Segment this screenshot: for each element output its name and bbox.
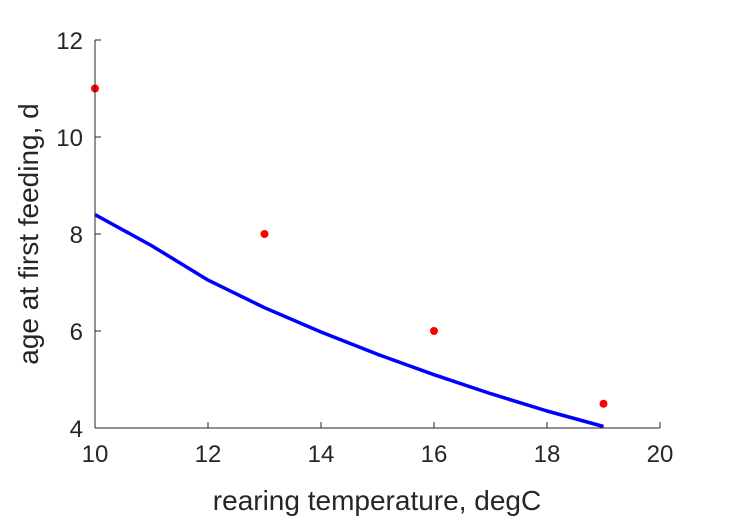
y-tick-label: 10 [56, 125, 83, 152]
y-tick-label: 6 [70, 319, 83, 346]
x-tick-label: 16 [421, 441, 448, 468]
x-axis-label: rearing temperature, degC [213, 485, 541, 516]
y-axis: 4 6 8 10 12 [56, 28, 101, 443]
y-tick-label: 8 [70, 222, 83, 249]
data-point [599, 399, 608, 408]
x-tick-label: 12 [195, 441, 222, 468]
data-point [430, 327, 438, 335]
data-point [260, 230, 269, 238]
x-tick-label: 10 [82, 441, 109, 468]
y-tick-label: 12 [56, 28, 83, 55]
y-tick-label: 4 [70, 416, 83, 443]
plot-area [91, 84, 608, 429]
y-axis-label: age at first feeding, d [13, 103, 44, 365]
x-tick-label: 14 [308, 441, 335, 468]
x-tick-label: 18 [534, 441, 561, 468]
x-tick-label: 20 [647, 441, 674, 468]
x-axis: 10 12 14 16 18 20 [82, 422, 674, 468]
fit-curve-line [94, 213, 604, 429]
